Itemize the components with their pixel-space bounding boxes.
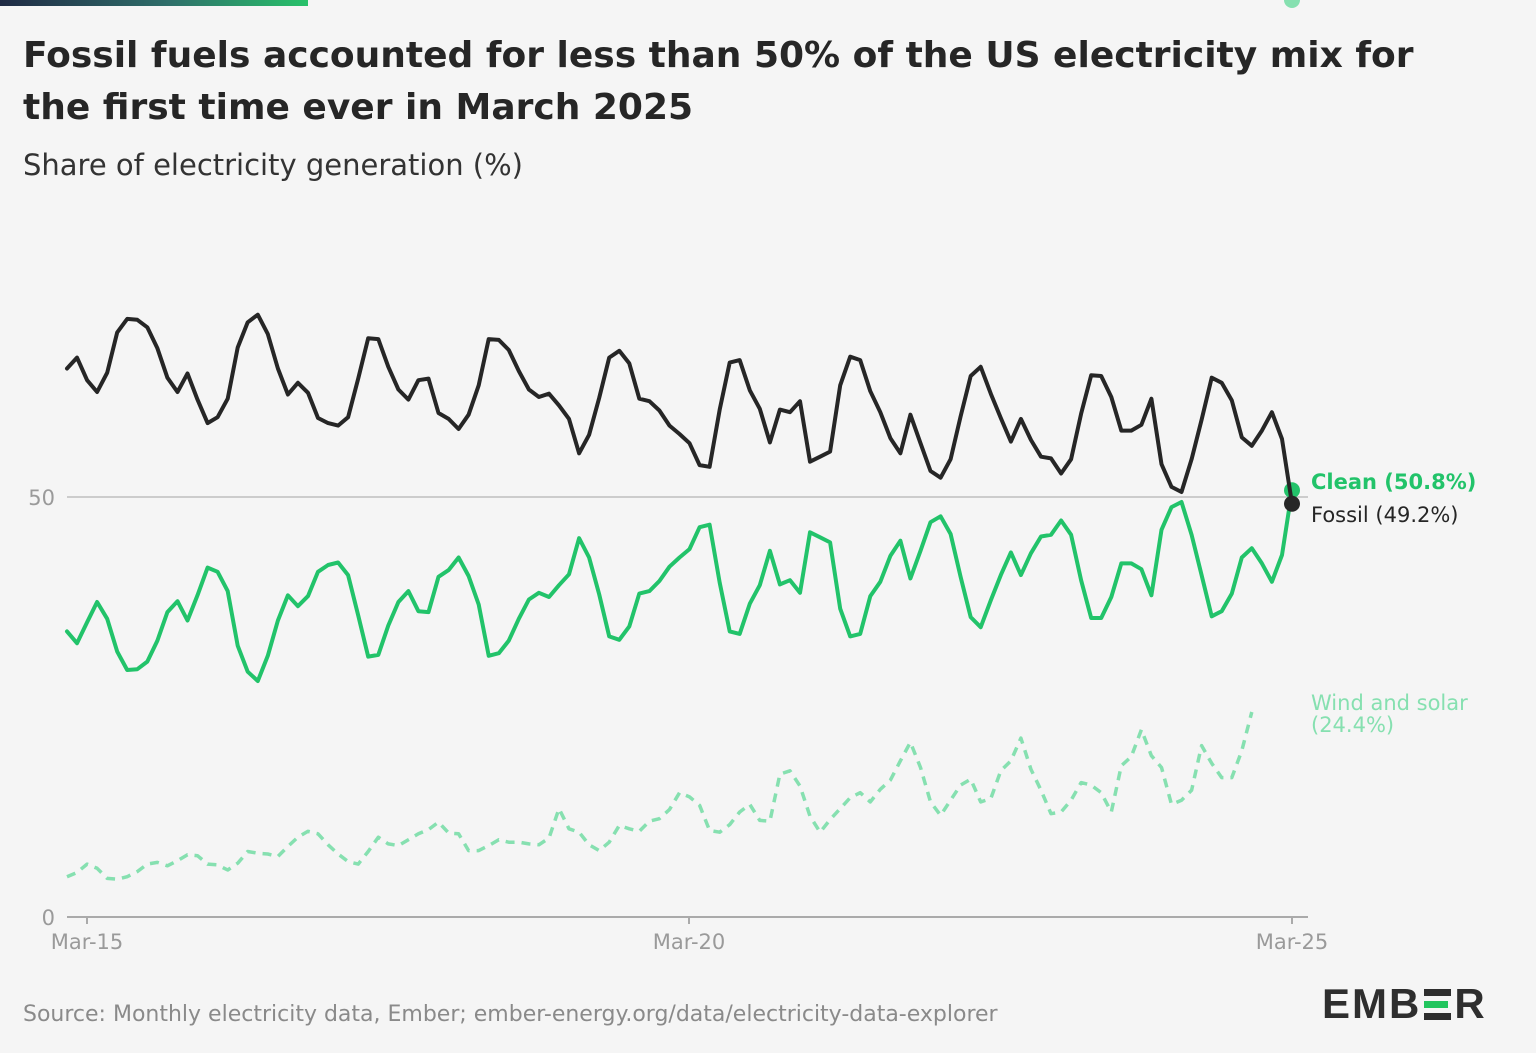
axis-layer: 0 50 Mar-15 Mar-20 Mar-25: [28, 486, 1328, 954]
wind-solar-series-line: [66, 711, 1254, 881]
logo-e-glyph: [1424, 988, 1452, 1020]
source-note: Source: Monthly electricity data, Ember;…: [23, 1002, 998, 1027]
chart-title: Fossil fuels accounted for less than 50%…: [23, 35, 1414, 128]
label-layer: Clean (50.8%) Fossil (49.2%) Wind and sola…: [1311, 470, 1476, 737]
wind-solar-end-point: [1284, 0, 1300, 8]
fossil-end-label: Fossil (49.2%): [1311, 503, 1459, 527]
fossil-end-point: [1284, 495, 1300, 512]
y-tick-label: 50: [28, 486, 55, 510]
wind-solar-end-label: Wind and solar (24.4%): [1311, 691, 1468, 737]
clean-end-label: Clean (50.8%): [1311, 470, 1476, 494]
line-chart: 0 50 Mar-15 Mar-20 Mar-25 Clean (50.8%) Fossi…: [28, 0, 1476, 954]
clean-series-line: [65, 488, 1294, 683]
x-tick-label: Mar-15: [51, 930, 124, 954]
series-layer: [65, 0, 1300, 881]
top-accent-bar: [0, 0, 308, 6]
logo-text-right: R: [1454, 980, 1487, 1027]
y-tick-label: 0: [42, 906, 55, 930]
ember-logo: EMB R: [1322, 980, 1487, 1028]
x-tick-label: Mar-25: [1256, 930, 1329, 954]
x-tick-label: Mar-20: [653, 930, 726, 954]
logo-text-left: EMB: [1322, 980, 1422, 1027]
fossil-series-line: [65, 312, 1294, 506]
chart-subtitle: Share of electricity generation (%): [23, 148, 523, 182]
